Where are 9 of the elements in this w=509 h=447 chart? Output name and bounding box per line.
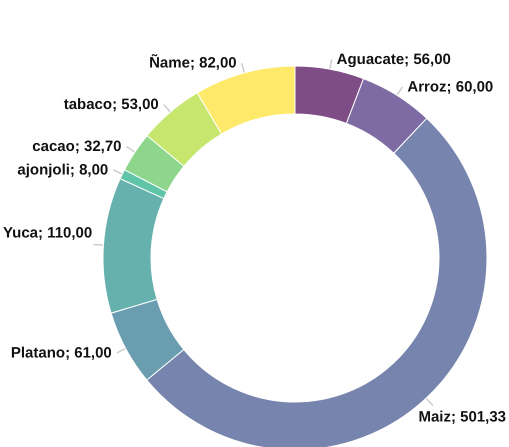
slice-label: Yuca; 110,00	[2, 224, 92, 242]
slice-label: ajonjoli; 8,00	[17, 161, 108, 178]
slice-label: Arroz; 60,00	[407, 78, 494, 96]
slice-label: Aguacate; 56,00	[336, 50, 451, 68]
slice-label: cacao; 32,70	[32, 138, 122, 156]
slice-label: Ñame; 82,00	[149, 54, 237, 72]
slice-label: Platano; 61,00	[10, 344, 112, 362]
slice-label: tabaco; 53,00	[64, 96, 159, 113]
slice-label: Maiz; 501,33	[418, 408, 506, 426]
